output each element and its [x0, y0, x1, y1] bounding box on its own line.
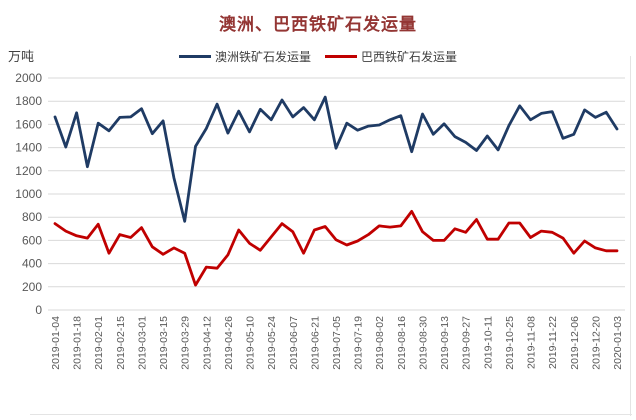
y-axis-tick-label: 1800 — [15, 94, 42, 108]
australia-line-swatch — [178, 55, 211, 58]
x-axis-tick-label: 2019-06-07 — [288, 316, 300, 370]
y-axis-unit-label: 万吨 — [8, 49, 35, 64]
x-axis-tick-label: 2019-11-22 — [547, 316, 559, 369]
chart-legend: 澳洲铁矿石发运量 巴西铁矿石发运量 — [0, 48, 636, 65]
legend-item-australia: 澳洲铁矿石发运量 — [178, 48, 311, 65]
y-axis-tick-label: 0 — [35, 303, 42, 317]
x-axis-tick-label: 2019-04-12 — [201, 316, 213, 370]
x-axis-tick-label: 2019-12-06 — [569, 316, 581, 370]
y-axis-tick-label: 1600 — [15, 117, 42, 131]
x-axis-tick-label: 2019-07-19 — [353, 316, 365, 370]
y-axis-tick-label: 1200 — [15, 164, 42, 178]
y-axis-tick-label: 2000 — [15, 71, 42, 85]
chart-title: 澳洲、巴西铁矿石发运量 — [219, 15, 417, 34]
x-axis-tick-label: 2019-05-24 — [266, 316, 278, 370]
y-axis-tick-label: 1400 — [15, 141, 42, 155]
x-axis-tick-label: 2019-11-08 — [526, 316, 538, 369]
y-axis-tick-label: 1000 — [15, 187, 42, 201]
x-axis-tick-label: 2019-08-02 — [374, 316, 386, 370]
x-axis-tick-label: 2019-10-11 — [482, 316, 494, 369]
x-axis-tick-label: 2019-09-27 — [461, 316, 473, 370]
y-axis-tick-label: 800 — [22, 210, 42, 224]
frame-right-border — [630, 56, 631, 416]
x-axis-tick-label: 2019-10-25 — [504, 316, 516, 370]
legend-label-australia: 澳洲铁矿石发运量 — [214, 50, 311, 64]
legend-item-brazil: 巴西铁矿石发运量 — [325, 48, 457, 65]
x-axis-tick-label: 2019-01-18 — [72, 316, 84, 370]
x-axis-tick-label: 2019-03-15 — [158, 316, 170, 370]
x-axis-tick-label: 2020-01-03 — [612, 316, 624, 370]
x-axis-tick-label: 2019-03-29 — [180, 316, 192, 370]
y-axis-tick-label: 400 — [22, 257, 42, 271]
series-line-australia — [53, 95, 619, 223]
x-axis-tick-label: 2019-08-30 — [417, 316, 429, 370]
x-axis-tick-label: 2019-03-01 — [136, 316, 148, 370]
x-axis-tick-label: 2019-09-13 — [439, 316, 451, 370]
x-axis-tick-label: 2019-08-16 — [396, 316, 408, 370]
x-axis-tick-label: 2019-12-20 — [590, 316, 602, 370]
x-axis-tick-label: 2019-04-26 — [223, 316, 235, 370]
y-axis-tick-label: 600 — [22, 233, 42, 247]
brazil-line-swatch — [325, 55, 357, 58]
legend-label-brazil: 巴西铁矿石发运量 — [361, 50, 458, 64]
x-axis-tick-label: 2019-01-04 — [50, 316, 62, 370]
x-axis-tick-label: 2019-06-21 — [309, 316, 321, 370]
x-axis-tick-label: 2019-02-01 — [93, 316, 105, 370]
series-line-brazil — [53, 209, 619, 287]
x-axis-tick-label: 2019-07-05 — [331, 316, 343, 370]
x-axis-tick-label: 2019-02-15 — [115, 316, 127, 370]
frame-bottom-border — [30, 414, 632, 415]
x-axis-tick-label: 2019-05-10 — [245, 316, 257, 370]
y-axis-tick-label: 200 — [22, 280, 42, 294]
